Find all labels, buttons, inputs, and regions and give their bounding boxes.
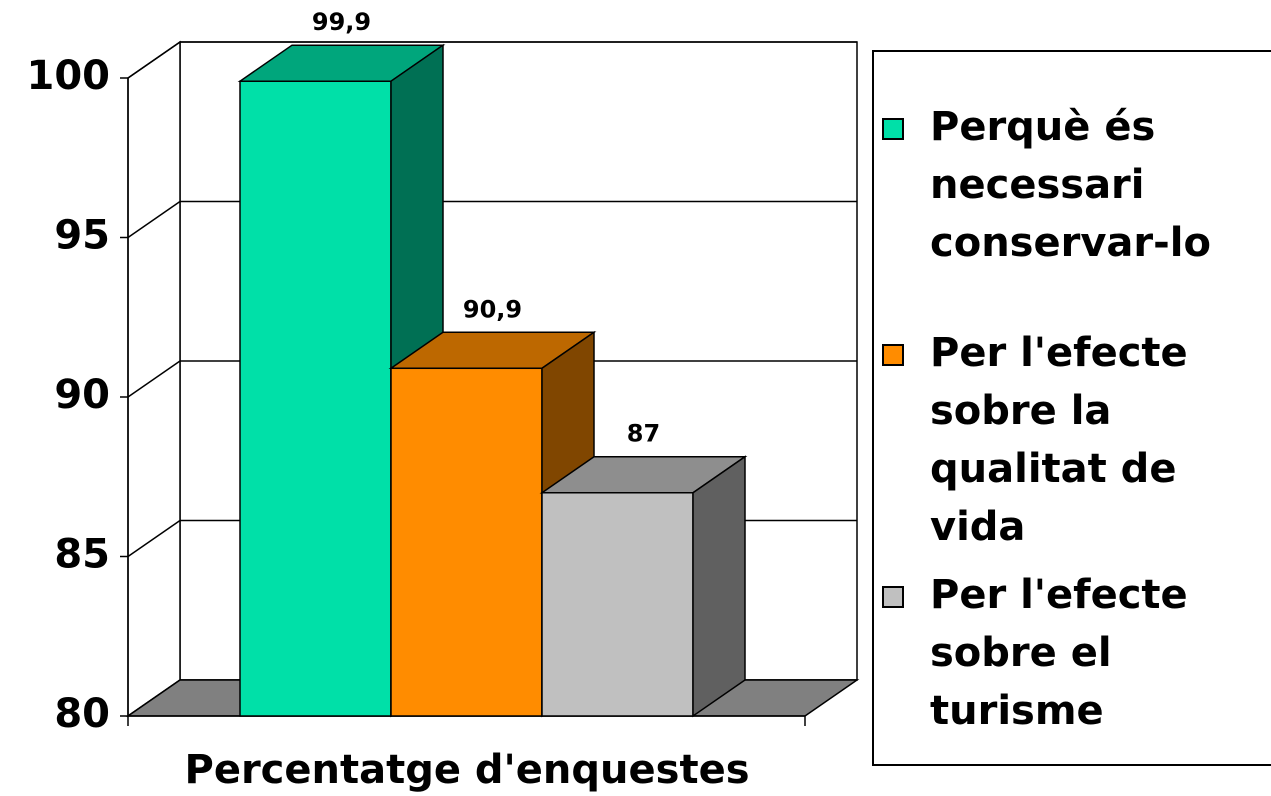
bar-front	[541, 491, 694, 717]
value-label: 90,9	[463, 295, 522, 323]
value-label: 99,9	[312, 8, 371, 36]
y-tick-label: 80	[54, 691, 110, 737]
y-tick-label: 90	[54, 372, 110, 418]
y-tick-label: 95	[54, 213, 110, 259]
legend-label: Per l'efecte sobre la qualitat de vida	[930, 330, 1188, 550]
legend-label: Per l'efecte sobre el turisme	[930, 572, 1188, 734]
legend-swatch	[882, 118, 904, 140]
legend-swatch	[882, 344, 904, 366]
y-tick-label: 100	[27, 53, 111, 99]
legend-item: Per l'efecte sobre el turisme	[882, 566, 1260, 740]
bar-side	[692, 455, 746, 718]
legend-swatch	[882, 586, 904, 608]
legend-item: Perquè és necessari conservar-lo	[882, 98, 1260, 272]
bar-front	[390, 367, 543, 717]
y-tick-label: 85	[54, 532, 110, 578]
grid-line	[127, 360, 181, 398]
value-label: 87	[627, 420, 660, 448]
legend-item: Per l'efecte sobre la qualitat de vida	[882, 324, 1260, 556]
legend: Perquè és necessari conservar-lo Per l'ef…	[872, 50, 1271, 766]
legend-label: Perquè és necessari conservar-lo	[930, 104, 1211, 266]
grid-line	[127, 519, 181, 558]
grid-line	[127, 200, 181, 239]
x-axis-label: Percentatge d'enquestes	[185, 747, 750, 793]
grid-line	[127, 41, 181, 79]
bar-front	[239, 80, 392, 717]
